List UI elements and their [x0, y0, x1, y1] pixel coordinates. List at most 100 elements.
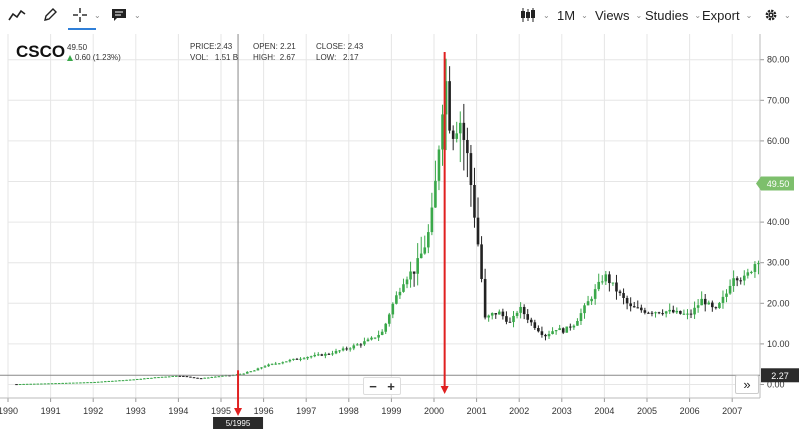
candle-body	[529, 319, 533, 323]
x-tick-label: 1998	[339, 406, 359, 416]
candle-body	[285, 361, 288, 363]
settings-button[interactable]: ⌄	[764, 4, 791, 26]
interval-dropdown[interactable]: 1M ⌄	[557, 4, 588, 26]
chart-type-line-button[interactable]	[8, 4, 26, 26]
candle-body	[508, 321, 512, 323]
candle-body	[100, 381, 104, 383]
candle-body	[210, 377, 214, 379]
last-price: 49.50	[67, 43, 88, 52]
candle-body	[341, 348, 345, 351]
candle-body	[96, 381, 100, 383]
candle-body	[61, 382, 64, 384]
candle-body	[189, 376, 192, 378]
x-tick-label: 2007	[722, 406, 742, 416]
candle-body	[448, 81, 451, 131]
candle-body	[192, 377, 196, 379]
candle-body	[36, 383, 40, 385]
candle-body	[135, 379, 139, 381]
candle-body	[654, 312, 657, 314]
y-tick-label: 0.00	[767, 380, 785, 390]
candle-body	[522, 306, 526, 315]
views-label: Views	[595, 7, 630, 23]
candle-body	[32, 383, 36, 385]
volume-readout: VOL: 1.51 B	[190, 53, 238, 62]
candle-body	[185, 376, 189, 378]
candle-body	[174, 375, 178, 377]
price-change-value: 0.60 (1.23%)	[75, 53, 121, 62]
candle-body	[739, 280, 743, 282]
candle-body	[512, 315, 515, 323]
candle-body	[242, 373, 246, 375]
candle-body	[629, 303, 632, 307]
draw-tool-button[interactable]	[42, 4, 58, 26]
price-readout: PRICE:2.43	[190, 42, 232, 51]
zoom-out-button[interactable]: −	[369, 378, 377, 394]
candle-body	[753, 264, 757, 272]
candle-body	[302, 358, 306, 360]
candle-body	[299, 358, 302, 360]
gear-icon	[765, 9, 777, 21]
close-readout: CLOSE: 2.43	[316, 42, 363, 51]
candle-body	[363, 341, 366, 345]
candle-body	[182, 375, 185, 377]
candle-body	[686, 313, 689, 315]
candle-body	[576, 321, 579, 326]
y-tick-label: 80.00	[767, 55, 790, 65]
candle-body	[160, 376, 164, 378]
candle-body	[79, 382, 82, 384]
y-tick-label: 60.00	[767, 136, 790, 146]
candle-body	[700, 298, 703, 306]
candle-body	[611, 282, 615, 284]
low-label: LOW:	[316, 53, 337, 62]
x-tick-label: 1991	[41, 406, 61, 416]
close-value: 2.43	[347, 42, 364, 51]
candle-body	[146, 377, 150, 379]
candle-body	[600, 281, 604, 283]
candle-body	[711, 302, 714, 308]
candle-body	[483, 278, 487, 318]
candle-body	[554, 330, 558, 332]
candle-body	[260, 367, 263, 369]
annotation-tool-button[interactable]: ⌄	[110, 4, 141, 26]
candle-body	[583, 305, 586, 314]
candle-body	[632, 306, 636, 308]
close-label: CLOSE:	[316, 42, 346, 51]
price-chart[interactable]: 0.0010.0020.0030.0040.0050.0060.0070.008…	[0, 31, 800, 429]
candle-body	[458, 122, 462, 134]
high-label: HIGH:	[253, 53, 276, 62]
candle-body	[54, 383, 57, 385]
crosshair-tool-button[interactable]: ⌄	[72, 4, 101, 26]
studies-dropdown[interactable]: Studies ⌄	[645, 4, 701, 26]
candle-body	[370, 337, 373, 340]
crosshair-price-label: 2.27	[771, 371, 789, 381]
candle-body	[547, 334, 551, 337]
chevron-down-icon: ⌄	[635, 10, 643, 20]
candle-body	[398, 291, 402, 296]
candle-body	[128, 379, 132, 381]
zoom-in-button[interactable]: +	[387, 378, 395, 394]
candle-body	[505, 316, 508, 322]
candle-body	[540, 331, 544, 335]
x-tick-label: 1994	[168, 406, 188, 416]
views-dropdown[interactable]: Views ⌄	[595, 4, 642, 26]
open-readout: OPEN: 2.21	[253, 42, 296, 51]
candle-body	[267, 364, 270, 367]
last-price-tag-label: 49.50	[767, 179, 790, 189]
scroll-to-latest-button[interactable]: »	[735, 375, 759, 394]
candle-body	[316, 354, 320, 356]
crosshair-date-tag	[213, 417, 264, 429]
candle-body	[309, 356, 313, 358]
candle-body	[462, 122, 466, 140]
export-dropdown[interactable]: Export ⌄	[702, 4, 752, 26]
candle-body	[469, 153, 473, 185]
candle-body	[292, 358, 295, 360]
candle-style-button[interactable]: ⌄	[519, 4, 550, 26]
candle-body	[86, 382, 89, 384]
candle-body	[405, 279, 409, 285]
candle-body	[441, 114, 444, 150]
candle-body	[217, 376, 221, 378]
candle-body	[728, 285, 732, 294]
candle-body	[558, 328, 561, 331]
candle-body	[214, 376, 217, 378]
candle-body	[245, 371, 249, 374]
